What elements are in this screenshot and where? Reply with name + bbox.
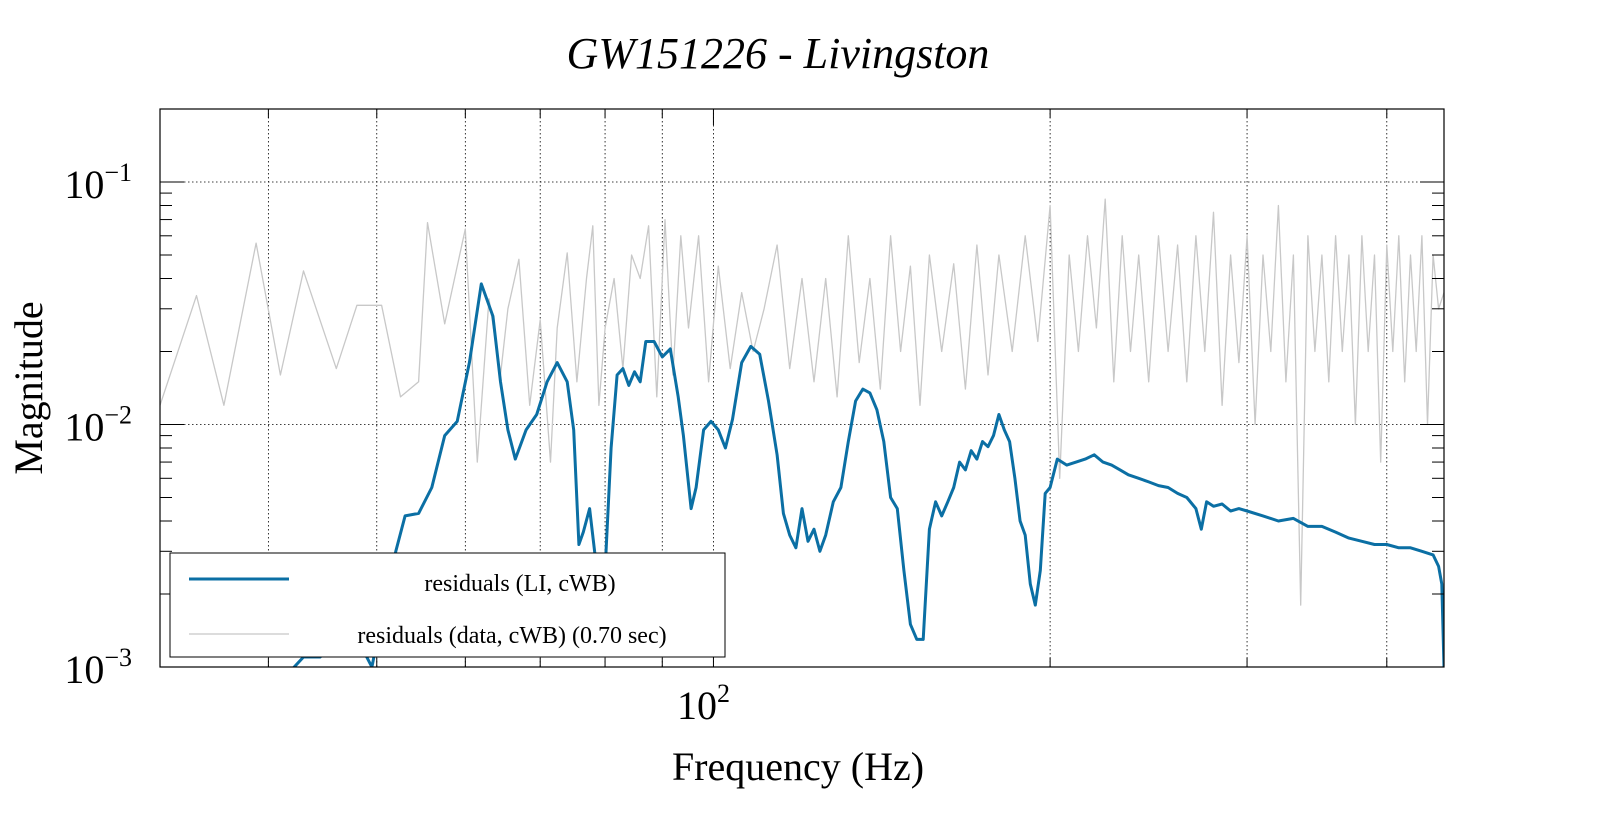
y-tick-label: 10−1 <box>64 158 132 207</box>
y-axis-label: Magnitude <box>6 301 51 474</box>
y-tick-label: 10−3 <box>64 643 132 692</box>
x-axis-label: Frequency (Hz) <box>672 744 924 789</box>
series-layer <box>160 198 1444 667</box>
legend: residuals (LI, cWB) residuals (data, cWB… <box>169 552 726 658</box>
plot-frame <box>159 108 1445 668</box>
legend-label-li: residuals (LI, cWB) <box>424 571 615 597</box>
legend-box <box>169 552 726 658</box>
x-tick-label: 102 <box>677 679 730 728</box>
legend-label-data: residuals (data, cWB) (0.70 sec) <box>357 623 666 649</box>
series-line-data <box>160 198 1444 606</box>
ticks-layer <box>160 108 1444 668</box>
y-tick-label: 10−2 <box>64 400 132 449</box>
chart-title: GW151226 - Livingston <box>567 29 990 78</box>
series-line-li <box>292 282 1444 667</box>
tick-labels: 10−3 10−2 10−1 102 <box>64 158 730 728</box>
